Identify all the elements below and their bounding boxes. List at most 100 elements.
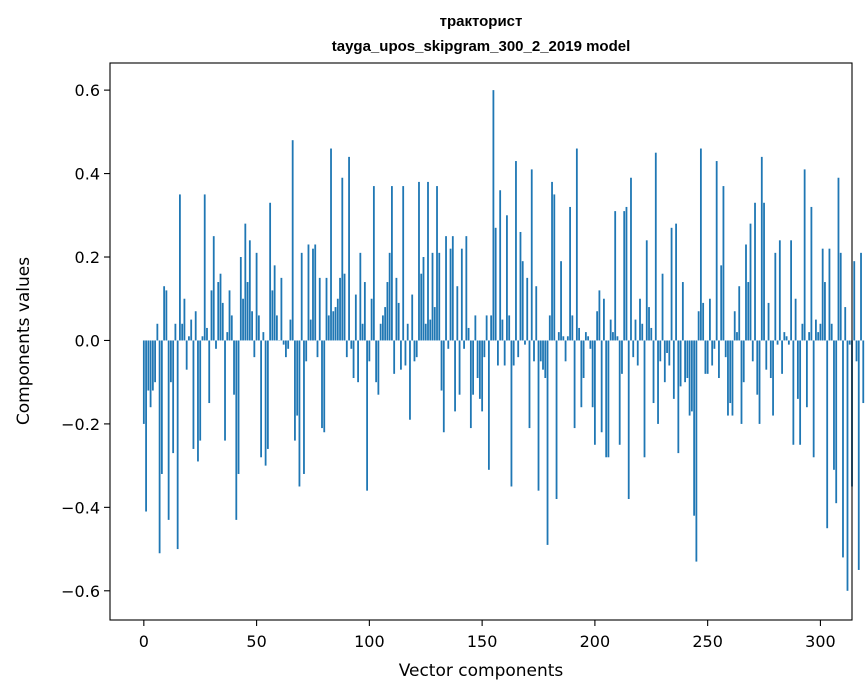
bar-component-191 — [573, 340, 576, 429]
bar-component-124 — [422, 257, 425, 341]
bar-component-132 — [440, 340, 443, 391]
bar-component-265 — [740, 340, 743, 424]
bar-component-177 — [542, 340, 544, 370]
bar-component-271 — [754, 202, 756, 341]
chart-title: тракторист — [440, 13, 523, 30]
bar-series — [142, 90, 865, 591]
bar-component-48 — [251, 311, 253, 341]
x-axis-label: Vector components — [399, 661, 564, 681]
bar-component-111 — [393, 340, 396, 374]
bar-component-134 — [445, 236, 447, 341]
bar-component-175 — [537, 340, 540, 491]
bar-component-205 — [605, 340, 608, 458]
bar-component-179 — [546, 340, 549, 545]
bar-component-149 — [478, 340, 481, 399]
bar-component-155 — [492, 90, 495, 341]
bar-component-39 — [230, 315, 233, 341]
bar-component-97 — [361, 323, 364, 341]
bar-component-143 — [465, 236, 468, 341]
x-tick-label: 200 — [580, 632, 611, 651]
bar-component-61 — [280, 277, 283, 341]
bar-component-306 — [833, 340, 835, 470]
bar-component-203 — [600, 340, 603, 433]
bar-component-242 — [688, 340, 691, 416]
bar-component-131 — [438, 252, 441, 341]
bar-component-85 — [334, 307, 337, 341]
bar-component-219 — [636, 340, 639, 366]
bar-component-14 — [174, 323, 177, 341]
bar-component-317 — [857, 340, 860, 570]
bar-component-214 — [625, 206, 628, 341]
bar-component-94 — [354, 294, 357, 341]
bar-component-76 — [314, 244, 317, 341]
bar-component-241 — [686, 340, 689, 379]
bar-component-187 — [564, 340, 567, 362]
bar-component-234 — [670, 227, 673, 341]
y-tick-label: 0.2 — [75, 248, 100, 267]
bar-component-116 — [404, 340, 407, 366]
bar-component-123 — [420, 273, 423, 341]
bar-component-112 — [395, 277, 398, 341]
bar-component-222 — [643, 340, 646, 458]
bar-component-96 — [359, 252, 362, 341]
bar-component-19 — [185, 340, 188, 370]
bar-component-161 — [506, 215, 508, 341]
bar-component-260 — [729, 340, 732, 404]
bar-component-36 — [224, 340, 226, 441]
bar-component-250 — [706, 340, 709, 374]
bar-component-254 — [715, 161, 718, 341]
bar-component-23 — [194, 311, 197, 341]
bar-component-212 — [621, 340, 623, 374]
bar-component-186 — [562, 336, 565, 341]
bar-component-15 — [176, 340, 179, 550]
bar-component-297 — [812, 340, 815, 458]
bar-component-67 — [294, 340, 296, 441]
plot-frame — [109, 62, 853, 621]
bar-component-127 — [429, 319, 432, 341]
bar-component-69 — [298, 340, 301, 487]
bar-component-288 — [792, 340, 795, 445]
bar-component-33 — [217, 282, 220, 341]
bar-component-299 — [817, 332, 820, 341]
bar-component-248 — [702, 302, 705, 341]
bar-component-82 — [327, 315, 330, 341]
bar-component-164 — [512, 340, 515, 366]
bar-component-70 — [300, 252, 303, 341]
bar-component-178 — [544, 340, 547, 379]
bar-component-106 — [381, 315, 384, 341]
bar-component-95 — [357, 340, 359, 383]
bar-component-35 — [221, 302, 224, 341]
bar-component-255 — [718, 340, 720, 379]
bar-component-273 — [758, 340, 761, 424]
bar-component-165 — [515, 161, 517, 341]
bar-component-319 — [862, 340, 865, 404]
bar-component-224 — [648, 307, 650, 341]
bar-component-18 — [183, 298, 186, 341]
bar-component-63 — [285, 340, 287, 358]
bar-component-9 — [163, 286, 166, 341]
bar-component-204 — [603, 298, 605, 341]
bar-component-246 — [697, 311, 700, 341]
bar-component-83 — [330, 148, 332, 341]
bar-component-98 — [363, 282, 366, 341]
bar-component-51 — [257, 315, 260, 341]
bar-component-55 — [266, 340, 269, 449]
bar-component-88 — [341, 177, 344, 341]
bar-component-146 — [472, 340, 474, 395]
bar-component-278 — [769, 340, 772, 379]
bar-component-138 — [454, 340, 456, 412]
bar-component-152 — [485, 315, 488, 341]
bar-component-105 — [379, 323, 382, 341]
y-tick-label: 0.6 — [75, 81, 100, 100]
bar-component-84 — [332, 311, 335, 341]
bar-component-42 — [237, 340, 240, 474]
x-tick-label: 0 — [139, 632, 149, 651]
bar-component-79 — [321, 340, 323, 429]
bar-component-159 — [501, 319, 504, 341]
bar-component-301 — [821, 248, 824, 341]
bar-component-139 — [456, 286, 459, 341]
bar-component-206 — [607, 340, 610, 458]
bar-component-30 — [210, 290, 213, 341]
bar-component-174 — [535, 286, 538, 341]
bar-component-298 — [815, 319, 817, 341]
